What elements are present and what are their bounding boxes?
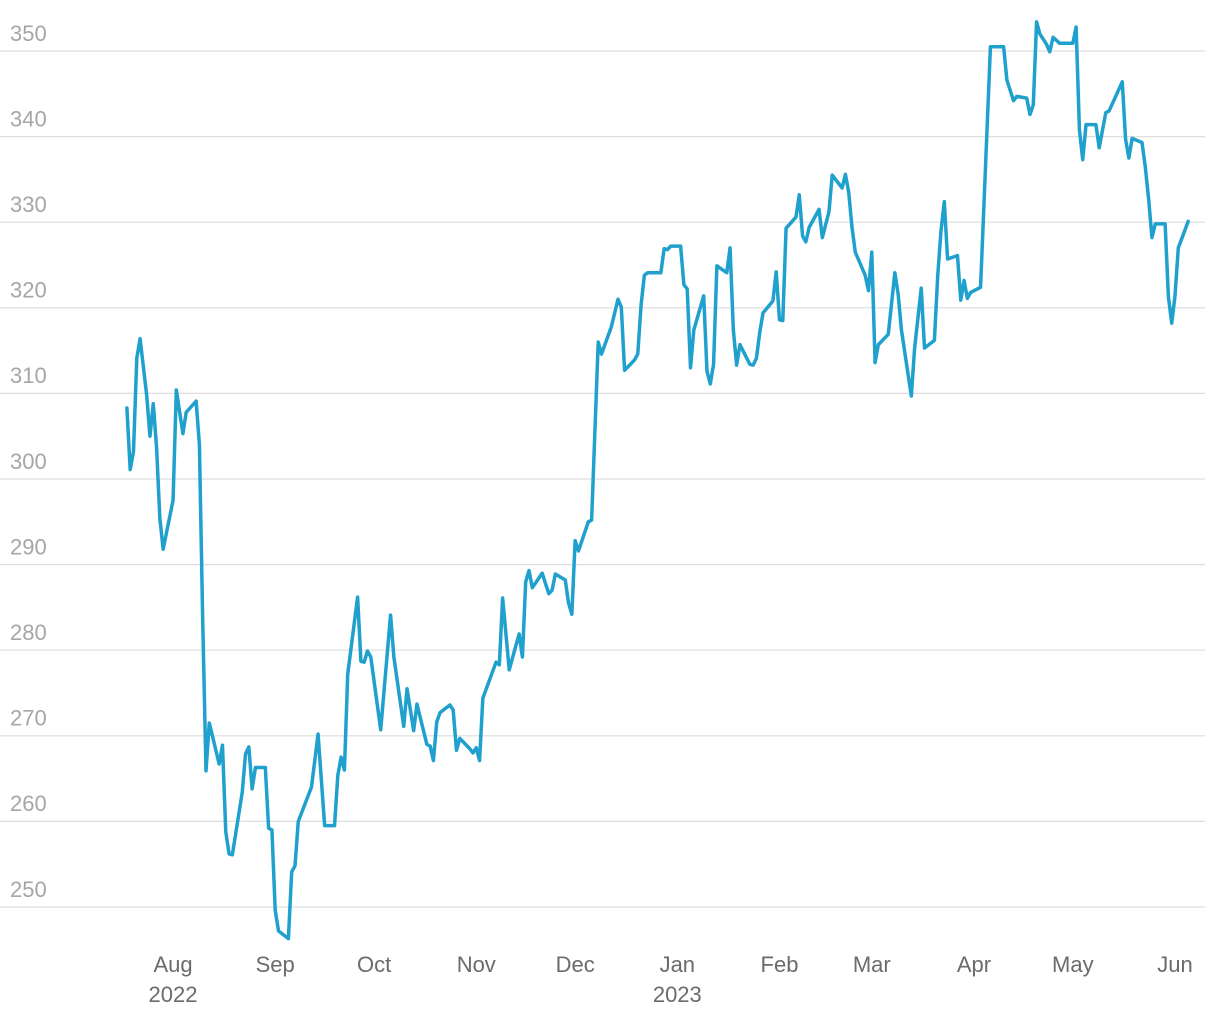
y-tick-label: 340: [10, 106, 47, 131]
y-tick-label: 280: [10, 620, 47, 645]
x-tick-label: Sep: [256, 952, 295, 977]
y-tick-label: 250: [10, 877, 47, 902]
x-tick-label: May: [1052, 952, 1094, 977]
y-tick-label: 270: [10, 706, 47, 731]
x-tick-label: Jan: [660, 952, 695, 977]
y-tick-label: 320: [10, 278, 47, 303]
y-tick-label: 330: [10, 192, 47, 217]
x-tick-label: Oct: [357, 952, 391, 977]
x-tick-label: Mar: [853, 952, 891, 977]
y-tick-label: 300: [10, 449, 47, 474]
x-year-label: 2023: [653, 982, 702, 1007]
y-tick-label: 290: [10, 534, 47, 559]
x-tick-label: Feb: [761, 952, 799, 977]
x-tick-label: Dec: [556, 952, 595, 977]
x-tick-label: Aug: [153, 952, 192, 977]
x-tick-label: Apr: [957, 952, 991, 977]
y-tick-label: 260: [10, 791, 47, 816]
x-year-label: 2022: [149, 982, 198, 1007]
y-tick-label: 350: [10, 21, 47, 46]
y-tick-label: 310: [10, 363, 47, 388]
x-tick-label: Nov: [457, 952, 496, 977]
price-line: [125, 20, 1190, 941]
x-tick-label: Jun: [1157, 952, 1192, 977]
